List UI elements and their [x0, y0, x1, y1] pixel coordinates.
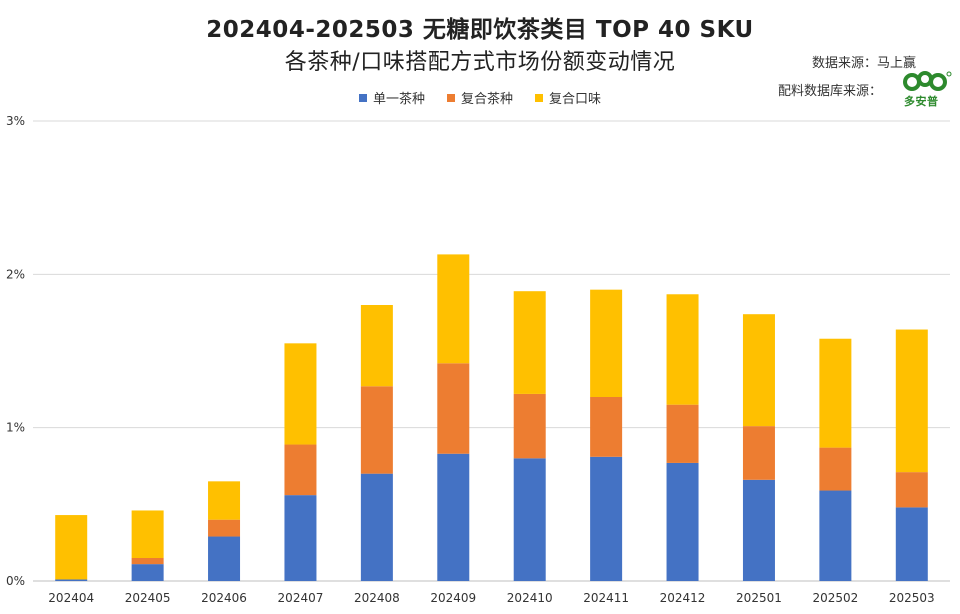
x-tick-label: 202503 [889, 591, 935, 605]
legend-label-single: 单一茶种 [372, 92, 425, 107]
bar-compound-flavor-202411 [590, 289, 623, 397]
bar-compound-flavor-202410 [513, 291, 546, 394]
bar-compound-tea-202407 [284, 444, 317, 496]
y-tick-label: 3% [6, 114, 25, 128]
x-tick-label: 202501 [736, 591, 782, 605]
y-tick-label: 2% [6, 267, 25, 281]
bar-compound-flavor-202412 [666, 294, 699, 405]
bar-single-202408 [360, 473, 393, 581]
bar-compound-tea-202410 [513, 393, 546, 459]
x-tick-label: 202410 [507, 591, 553, 605]
legend-swatch-single [358, 93, 367, 102]
bar-single-202405 [131, 564, 164, 581]
legend-swatch-compound-tea [446, 93, 455, 102]
bar-compound-tea-202411 [590, 397, 623, 457]
bar-compound-flavor-202501 [742, 314, 775, 427]
bar-single-202406 [208, 536, 241, 581]
chart-legend: 单一茶种 复合茶种 复合口味 [0, 88, 960, 107]
bar-compound-flavor-202502 [819, 338, 852, 448]
bar-compound-tea-202502 [819, 447, 852, 491]
bar-compound-tea-202408 [360, 386, 393, 474]
x-tick-label: 202408 [354, 591, 400, 605]
legend-item-compound-tea: 复合茶种 [446, 88, 513, 107]
bar-compound-tea-202501 [742, 426, 775, 480]
chart-title: 202404-202503 无糖即饮茶类目 TOP 40 SKU [206, 17, 754, 43]
bar-compound-flavor-202405 [131, 510, 164, 558]
x-tick-label: 202412 [660, 591, 706, 605]
bar-compound-tea-202503 [895, 472, 928, 508]
legend-swatch-compound-flavor [535, 93, 543, 102]
bar-compound-tea-202412 [666, 404, 699, 463]
bar-single-202410 [513, 458, 546, 581]
bar-single-202412 [666, 462, 699, 581]
x-tick-label: 202407 [278, 591, 324, 605]
y-tick-label: 0% [6, 574, 25, 588]
bar-single-202502 [819, 490, 852, 581]
bar-compound-tea-202406 [208, 519, 241, 537]
logo-text: 多安普 [904, 95, 939, 108]
y-tick-label: 1% [6, 421, 25, 435]
bar-single-202404 [55, 579, 88, 581]
bar-compound-flavor-202404 [55, 515, 88, 580]
bar-single-202501 [742, 479, 775, 581]
legend-item-single: 单一茶种 [358, 88, 425, 107]
bar-compound-flavor-202503 [895, 329, 928, 473]
legend-label-compound-tea: 复合茶种 [460, 92, 513, 107]
x-tick-label: 202502 [812, 591, 858, 605]
x-tick-label: 202405 [125, 591, 171, 605]
data-source-note: 数据来源：马上赢 [811, 56, 916, 71]
legend-label-compound-flavor: 复合口味 [549, 92, 602, 107]
bar-single-202409 [437, 453, 470, 581]
bar-single-202411 [590, 456, 623, 581]
bar-compound-flavor-202409 [437, 254, 470, 364]
bar-single-202503 [895, 507, 928, 581]
x-tick-label: 202409 [430, 591, 476, 605]
chart-subtitle: 各茶种/口味搭配方式市场份额变动情况 [284, 50, 676, 75]
duoanpu-logo-icon [903, 71, 952, 91]
ingredient-source-note: 配料数据库来源： [777, 84, 882, 99]
bar-compound-flavor-202406 [208, 481, 241, 520]
legend-item-compound-flavor: 复合口味 [535, 88, 601, 107]
bar-compound-flavor-202408 [360, 305, 393, 387]
x-tick-label: 202404 [48, 591, 94, 605]
bar-single-202407 [284, 495, 317, 581]
bar-compound-flavor-202407 [284, 343, 317, 445]
bar-compound-tea-202405 [131, 558, 164, 565]
bar-compound-tea-202409 [437, 363, 470, 454]
x-tick-label: 202406 [201, 591, 247, 605]
x-tick-label: 202411 [583, 591, 629, 605]
